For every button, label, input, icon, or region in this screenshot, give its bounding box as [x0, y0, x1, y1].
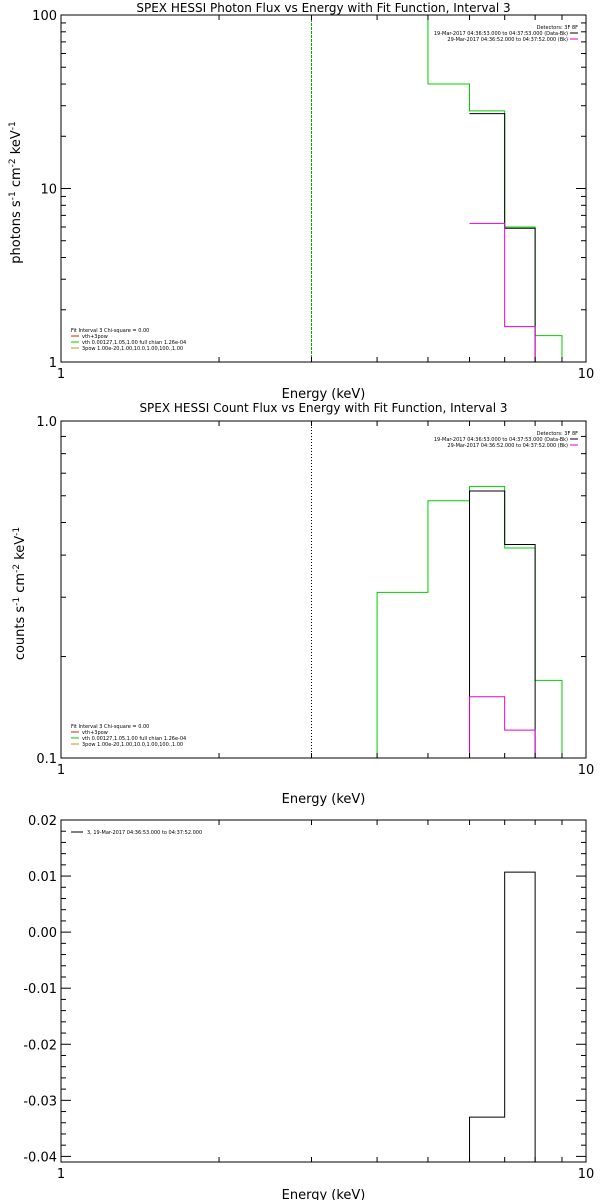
y-tick-label: -0.03 — [23, 1094, 57, 1109]
legend-detectors: Detectors: 3F 8F — [537, 431, 578, 437]
fit-legend-header: Fit Interval 3 Chi-square = 0.00 — [71, 724, 149, 730]
series-0 — [403, 15, 563, 362]
legend-entry: 29-Mar-2017 04:36:52.000 to 04:37:52.000… — [447, 37, 568, 43]
plot-data — [469, 871, 536, 1162]
chart-title: SPEX HESSI Count Flux vs Energy with Fit… — [139, 401, 507, 415]
x-tick-label: 10 — [578, 367, 595, 382]
chart-photon: SPEX HESSI Photon Flux vs Energy with Fi… — [8, 1, 594, 402]
x-tick-label: 1 — [57, 763, 65, 778]
legend-entry: 19-Mar-2017 04:36:53.000 to 04:37:53.000… — [434, 437, 568, 443]
series-2 — [469, 696, 536, 758]
y-tick-label: 1.0 — [36, 415, 57, 430]
x-tick-label: 10 — [578, 763, 595, 778]
y-tick-label: -0.04 — [23, 1150, 57, 1165]
fit-legend-entry: vth+3pow — [82, 730, 108, 736]
legend-detectors: Detectors: 3F 8F — [537, 25, 578, 31]
legend-entry: 29-Mar-2017 04:36:52.000 to 04:37:52.000… — [447, 443, 568, 449]
plot-data — [310, 15, 563, 362]
fit-legend-entry: 3pow 1.00e-20,1.00,10.0,1.00,100.,1.00 — [82, 346, 183, 352]
fit-legend-header: Fit Interval 3 Chi-square = 0.00 — [71, 328, 149, 334]
x-tick-label: 1 — [57, 1167, 65, 1182]
legend-entry: 19-Mar-2017 04:36:53.000 to 04:37:53.000… — [434, 31, 568, 37]
series-0 — [376, 485, 563, 758]
y-tick-label: -0.02 — [23, 1038, 57, 1053]
x-axis-label: Energy (keV) — [282, 1188, 366, 1200]
series-0 — [469, 871, 536, 1162]
plot-frame — [60, 819, 587, 1163]
y-tick-label: 0.02 — [28, 814, 57, 829]
x-tick-label: 10 — [578, 1167, 595, 1182]
y-axis-label: photons s-1 cm-2 keV-1 — [8, 121, 24, 263]
series-2 — [469, 222, 536, 362]
chart-resid: 1 10 0.02 0.01 0.00 -0.01 -0.02 -0.03 -0.04 Energ… — [23, 814, 594, 1200]
chart-count: SPEX HESSI Count Flux vs Energy with Fit… — [12, 401, 594, 807]
y-tick-label: 10 — [40, 183, 57, 198]
chart-title: SPEX HESSI Photon Flux vs Energy with Fi… — [136, 1, 510, 15]
plot-frame — [60, 420, 587, 759]
y-tick-label: 0.00 — [28, 926, 57, 941]
plot-frame — [60, 14, 587, 363]
fit-legend-entry: 3pow 1.00e-20,1.00,10.0,1.00,100.,1.00 — [82, 742, 183, 748]
y-tick-label: 1 — [49, 356, 57, 371]
y-tick-label: -0.01 — [23, 982, 57, 997]
y-axis-label: counts s-1 cm-2 keV-1 — [12, 527, 28, 660]
legend-entry: 3, 19-Mar-2017 04:36:53.000 to 04:37:52.… — [87, 830, 202, 836]
fit-legend-entry: vth 0.00127,1.05,1.00 full chian 1.26e-0… — [82, 340, 186, 346]
y-tick-label: 0.1 — [36, 752, 57, 767]
series-1 — [469, 490, 536, 758]
x-tick-label: 1 — [57, 367, 65, 382]
series-1 — [469, 113, 536, 362]
plot-data — [310, 421, 563, 758]
y-tick-label: 0.01 — [28, 870, 57, 885]
y-tick-label: 100 — [32, 9, 57, 24]
fit-legend-entry: vth+3pow — [82, 334, 108, 340]
x-axis-label: Energy (keV) — [282, 387, 366, 402]
fit-legend-entry: vth 0.00127,1.05,1.00 full chian 1.26e-0… — [82, 736, 186, 742]
x-axis-label: Energy (keV) — [282, 792, 366, 807]
